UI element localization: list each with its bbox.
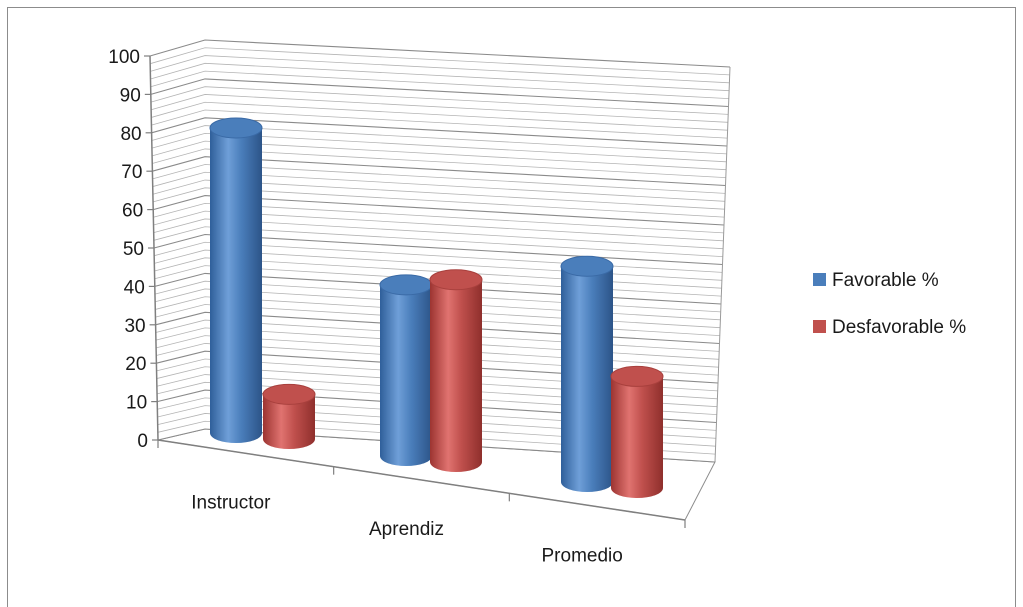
gridline	[151, 94, 728, 123]
x-tick-label: Aprendiz	[369, 519, 444, 540]
x-axis-labels: Instructor Aprendiz Promedio	[157, 440, 686, 567]
gridline	[150, 47, 730, 76]
gridline	[157, 428, 716, 463]
y-axis-ticks: 0 10 20 30 40 50 60 70 80 90 100	[108, 47, 158, 452]
gridline	[155, 296, 721, 329]
bar-body	[561, 266, 613, 492]
gridline	[151, 109, 728, 139]
gridline	[149, 39, 731, 68]
gridline	[153, 233, 723, 266]
gridline	[155, 288, 721, 321]
gridline	[150, 62, 730, 92]
y-tick-label: 30	[124, 316, 145, 337]
gridline	[157, 405, 716, 439]
gridline	[154, 265, 722, 297]
bar-body	[611, 376, 663, 498]
gridline	[153, 195, 725, 226]
gridline	[157, 413, 716, 447]
y-tick-label: 60	[122, 201, 143, 222]
gridline	[156, 366, 718, 400]
gridlines	[149, 39, 731, 463]
bar	[209, 117, 263, 444]
y-tick-label: 10	[126, 393, 147, 414]
gridline	[153, 218, 724, 250]
bar-top	[429, 269, 483, 291]
gridline	[154, 280, 721, 313]
legend-swatch	[813, 273, 826, 286]
gridline	[154, 272, 722, 305]
bar-body	[380, 284, 432, 466]
gridline	[155, 327, 719, 360]
gridline	[156, 381, 717, 415]
gridline	[156, 343, 719, 376]
legend-swatch	[813, 320, 826, 333]
y-tick-label: 90	[120, 85, 141, 106]
gridline	[155, 319, 720, 352]
gridline	[155, 311, 720, 345]
gridline	[152, 148, 726, 178]
gridline	[152, 187, 725, 218]
bars	[209, 117, 664, 498]
bar	[262, 383, 316, 449]
bar-top	[560, 255, 614, 277]
chart-frame	[7, 7, 1016, 607]
gridline	[151, 140, 727, 171]
bar-top	[209, 117, 263, 139]
bar-top	[262, 383, 316, 405]
gridline	[157, 389, 717, 424]
y-tick-label: 70	[121, 162, 142, 183]
gridline	[150, 55, 730, 84]
gridline	[155, 335, 719, 368]
gridline	[153, 226, 723, 257]
bar	[379, 274, 433, 466]
gridline	[153, 210, 724, 242]
y-tick-label: 80	[120, 124, 141, 145]
x-tick-label: Promedio	[542, 546, 623, 567]
gridline	[156, 374, 718, 408]
bar-body	[210, 127, 262, 444]
gridline	[152, 164, 726, 194]
y-tick-label: 40	[124, 277, 145, 298]
gridline	[151, 101, 728, 131]
wall-edge	[714, 66, 731, 463]
gridline	[150, 86, 729, 115]
legend: Favorable % Desfavorable %	[813, 270, 966, 338]
bar	[610, 365, 664, 498]
x-axis-line	[157, 439, 686, 521]
y-tick-label: 20	[125, 354, 146, 375]
bar-body	[430, 279, 482, 472]
gridline	[155, 304, 720, 336]
x-tick-label: Instructor	[191, 492, 271, 513]
bar	[429, 269, 483, 472]
y-tick-label: 50	[123, 239, 144, 260]
bar-body	[263, 394, 315, 449]
gridline	[156, 358, 718, 392]
gridline	[152, 179, 725, 210]
gridline	[157, 397, 717, 431]
gridline	[150, 70, 729, 99]
y-tick-label: 100	[108, 47, 140, 68]
y-tick-label: 0	[137, 431, 148, 452]
bar	[560, 255, 614, 492]
bar-top	[379, 274, 433, 296]
gridline	[156, 350, 719, 384]
gridline	[154, 257, 722, 289]
legend-label: Favorable %	[832, 270, 939, 291]
gridline	[151, 125, 727, 155]
gridline	[152, 156, 726, 187]
gridline	[154, 241, 723, 273]
gridline	[157, 420, 716, 455]
gridline	[150, 78, 729, 108]
gridline	[151, 117, 728, 147]
gridline	[151, 132, 727, 163]
gridline	[153, 202, 724, 234]
gridline	[154, 249, 722, 281]
gridline	[152, 171, 725, 202]
side-wall	[150, 40, 205, 440]
legend-label: Desfavorable %	[832, 317, 966, 338]
bar-top	[610, 365, 664, 387]
